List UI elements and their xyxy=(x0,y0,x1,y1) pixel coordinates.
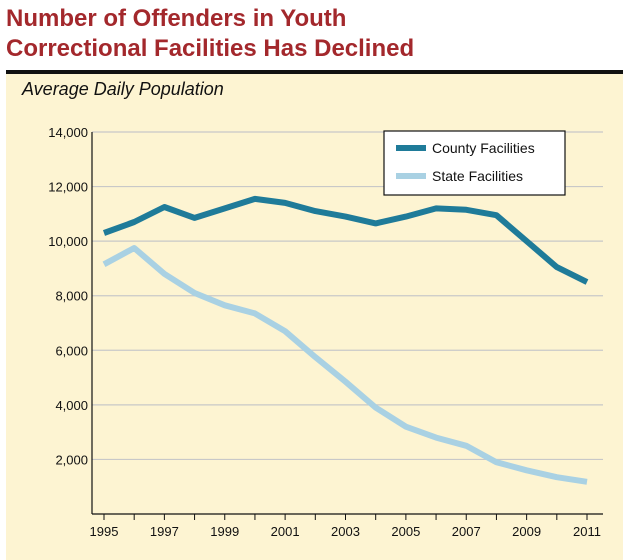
legend-label: County Facilities xyxy=(432,140,535,156)
x-tick-label: 2009 xyxy=(512,524,541,539)
series-line-county xyxy=(102,195,589,285)
y-tick-label: 10,000 xyxy=(48,234,88,249)
legend-box xyxy=(383,130,566,196)
x-tick-label: 1999 xyxy=(210,524,239,539)
title-divider xyxy=(6,70,623,74)
legend-label: State Facilities xyxy=(432,168,523,184)
x-tick-label: 2003 xyxy=(331,524,360,539)
title-line-2: Correctional Facilities Has Declined xyxy=(6,35,415,62)
x-tick-label: 1997 xyxy=(150,524,179,539)
y-tick-label: 14,000 xyxy=(48,125,88,140)
y-tick-label: 8,000 xyxy=(55,289,88,304)
y-tick-label: 12,000 xyxy=(48,180,88,195)
title-line-1: Number of Offenders in Youth xyxy=(6,5,347,32)
series-line-state xyxy=(102,245,588,485)
x-tick-label: 1995 xyxy=(90,524,119,539)
chart-subtitle: Average Daily Population xyxy=(22,79,224,99)
x-tick-label: 2005 xyxy=(391,524,420,539)
x-tick-label: 2001 xyxy=(271,524,300,539)
x-tick-label: 2011 xyxy=(573,524,601,539)
y-tick-label: 6,000 xyxy=(55,343,88,358)
x-tick-label: 2007 xyxy=(452,524,481,539)
y-tick-label: 2,000 xyxy=(55,452,88,467)
chart-title: Number of Offenders in Youth Correctiona… xyxy=(6,4,414,64)
y-tick-label: 4,000 xyxy=(55,398,88,413)
